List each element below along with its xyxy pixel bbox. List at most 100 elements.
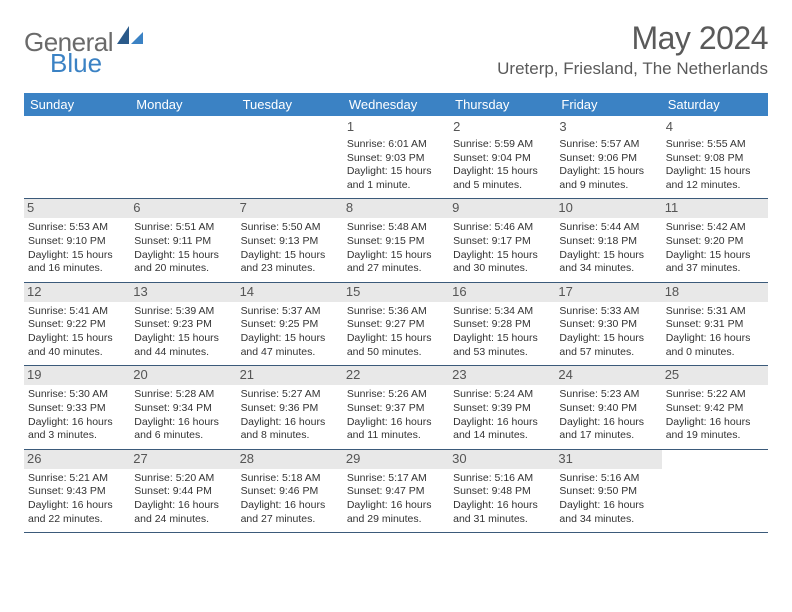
sunset-text: Sunset: 9:20 PM [666,235,764,249]
day-number: 4 [666,119,764,136]
sunset-text: Sunset: 9:44 PM [134,485,232,499]
daylight-text: Daylight: 16 hours [559,499,657,513]
daylight-text: Daylight: 15 hours [453,165,551,179]
daylight-text: and 34 minutes. [559,262,657,276]
sunset-text: Sunset: 9:06 PM [559,152,657,166]
daylight-text: and 57 minutes. [559,346,657,360]
sunset-text: Sunset: 9:10 PM [28,235,126,249]
sunset-text: Sunset: 9:46 PM [241,485,339,499]
calendar: SundayMondayTuesdayWednesdayThursdayFrid… [24,93,768,533]
daylight-text: Daylight: 16 hours [134,499,232,513]
day-number: 22 [343,366,449,385]
day-number: 18 [662,283,768,302]
sunset-text: Sunset: 9:36 PM [241,402,339,416]
daylight-text: and 19 minutes. [666,429,764,443]
day-number: 23 [449,366,555,385]
day-number: 21 [237,366,343,385]
logo-text-blue: Blue [50,48,102,79]
day-number: 27 [130,450,236,469]
daylight-text: and 16 minutes. [28,262,126,276]
daylight-text: Daylight: 15 hours [559,249,657,263]
daylight-text: Daylight: 15 hours [666,249,764,263]
day-cell: 28Sunrise: 5:18 AMSunset: 9:46 PMDayligh… [237,450,343,532]
daylight-text: and 27 minutes. [347,262,445,276]
sunrise-text: Sunrise: 5:37 AM [241,305,339,319]
logo-sail-icon [117,26,143,49]
sunrise-text: Sunrise: 5:42 AM [666,221,764,235]
day-cell: 18Sunrise: 5:31 AMSunset: 9:31 PMDayligh… [662,283,768,365]
day-number: 3 [559,119,657,136]
weekday-wednesday: Wednesday [343,93,449,116]
sunset-text: Sunset: 9:43 PM [28,485,126,499]
sunset-text: Sunset: 9:18 PM [559,235,657,249]
sunset-text: Sunset: 9:48 PM [453,485,551,499]
day-number: 8 [343,199,449,218]
day-cell: 12Sunrise: 5:41 AMSunset: 9:22 PMDayligh… [24,283,130,365]
day-cell: 9Sunrise: 5:46 AMSunset: 9:17 PMDaylight… [449,199,555,281]
daylight-text: and 12 minutes. [666,179,764,193]
sunrise-text: Sunrise: 5:17 AM [347,472,445,486]
daylight-text: and 22 minutes. [28,513,126,527]
sunset-text: Sunset: 9:03 PM [347,152,445,166]
daylight-text: and 8 minutes. [241,429,339,443]
daylight-text: Daylight: 16 hours [347,416,445,430]
sunset-text: Sunset: 9:11 PM [134,235,232,249]
daylight-text: and 34 minutes. [559,513,657,527]
sunset-text: Sunset: 9:04 PM [453,152,551,166]
day-cell [237,116,343,198]
week-row: 26Sunrise: 5:21 AMSunset: 9:43 PMDayligh… [24,450,768,533]
daylight-text: and 11 minutes. [347,429,445,443]
day-cell: 3Sunrise: 5:57 AMSunset: 9:06 PMDaylight… [555,116,661,198]
daylight-text: Daylight: 16 hours [453,416,551,430]
week-row: 19Sunrise: 5:30 AMSunset: 9:33 PMDayligh… [24,366,768,449]
day-cell: 15Sunrise: 5:36 AMSunset: 9:27 PMDayligh… [343,283,449,365]
daylight-text: Daylight: 15 hours [241,249,339,263]
sunset-text: Sunset: 9:31 PM [666,318,764,332]
day-cell: 25Sunrise: 5:22 AMSunset: 9:42 PMDayligh… [662,366,768,448]
day-cell: 5Sunrise: 5:53 AMSunset: 9:10 PMDaylight… [24,199,130,281]
page-title: May 2024 [497,20,768,57]
weekday-tuesday: Tuesday [237,93,343,116]
title-block: May 2024 Ureterp, Friesland, The Netherl… [497,20,768,79]
sunrise-text: Sunrise: 5:27 AM [241,388,339,402]
sunrise-text: Sunrise: 5:26 AM [347,388,445,402]
daylight-text: and 6 minutes. [134,429,232,443]
sunset-text: Sunset: 9:37 PM [347,402,445,416]
daylight-text: and 40 minutes. [28,346,126,360]
day-number: 28 [237,450,343,469]
day-number: 24 [555,366,661,385]
day-cell: 4Sunrise: 5:55 AMSunset: 9:08 PMDaylight… [662,116,768,198]
day-cell: 10Sunrise: 5:44 AMSunset: 9:18 PMDayligh… [555,199,661,281]
day-number: 29 [343,450,449,469]
sunrise-text: Sunrise: 5:24 AM [453,388,551,402]
weekday-header-row: SundayMondayTuesdayWednesdayThursdayFrid… [24,93,768,116]
daylight-text: and 0 minutes. [666,346,764,360]
sunrise-text: Sunrise: 5:28 AM [134,388,232,402]
day-cell: 2Sunrise: 5:59 AMSunset: 9:04 PMDaylight… [449,116,555,198]
sunrise-text: Sunrise: 5:23 AM [559,388,657,402]
day-number: 6 [130,199,236,218]
sunrise-text: Sunrise: 5:18 AM [241,472,339,486]
weekday-thursday: Thursday [449,93,555,116]
daylight-text: and 3 minutes. [28,429,126,443]
day-number: 25 [662,366,768,385]
daylight-text: Daylight: 16 hours [347,499,445,513]
sunset-text: Sunset: 9:13 PM [241,235,339,249]
sunrise-text: Sunrise: 5:50 AM [241,221,339,235]
sunrise-text: Sunrise: 5:16 AM [559,472,657,486]
sunrise-text: Sunrise: 5:57 AM [559,138,657,152]
day-cell: 20Sunrise: 5:28 AMSunset: 9:34 PMDayligh… [130,366,236,448]
sunset-text: Sunset: 9:28 PM [453,318,551,332]
sunrise-text: Sunrise: 5:53 AM [28,221,126,235]
day-cell: 13Sunrise: 5:39 AMSunset: 9:23 PMDayligh… [130,283,236,365]
day-number: 9 [449,199,555,218]
daylight-text: Daylight: 15 hours [347,249,445,263]
sunset-text: Sunset: 9:30 PM [559,318,657,332]
sunset-text: Sunset: 9:22 PM [28,318,126,332]
daylight-text: Daylight: 16 hours [28,416,126,430]
day-cell: 16Sunrise: 5:34 AMSunset: 9:28 PMDayligh… [449,283,555,365]
day-number: 5 [24,199,130,218]
sunset-text: Sunset: 9:47 PM [347,485,445,499]
sunrise-text: Sunrise: 5:41 AM [28,305,126,319]
sunrise-text: Sunrise: 5:16 AM [453,472,551,486]
